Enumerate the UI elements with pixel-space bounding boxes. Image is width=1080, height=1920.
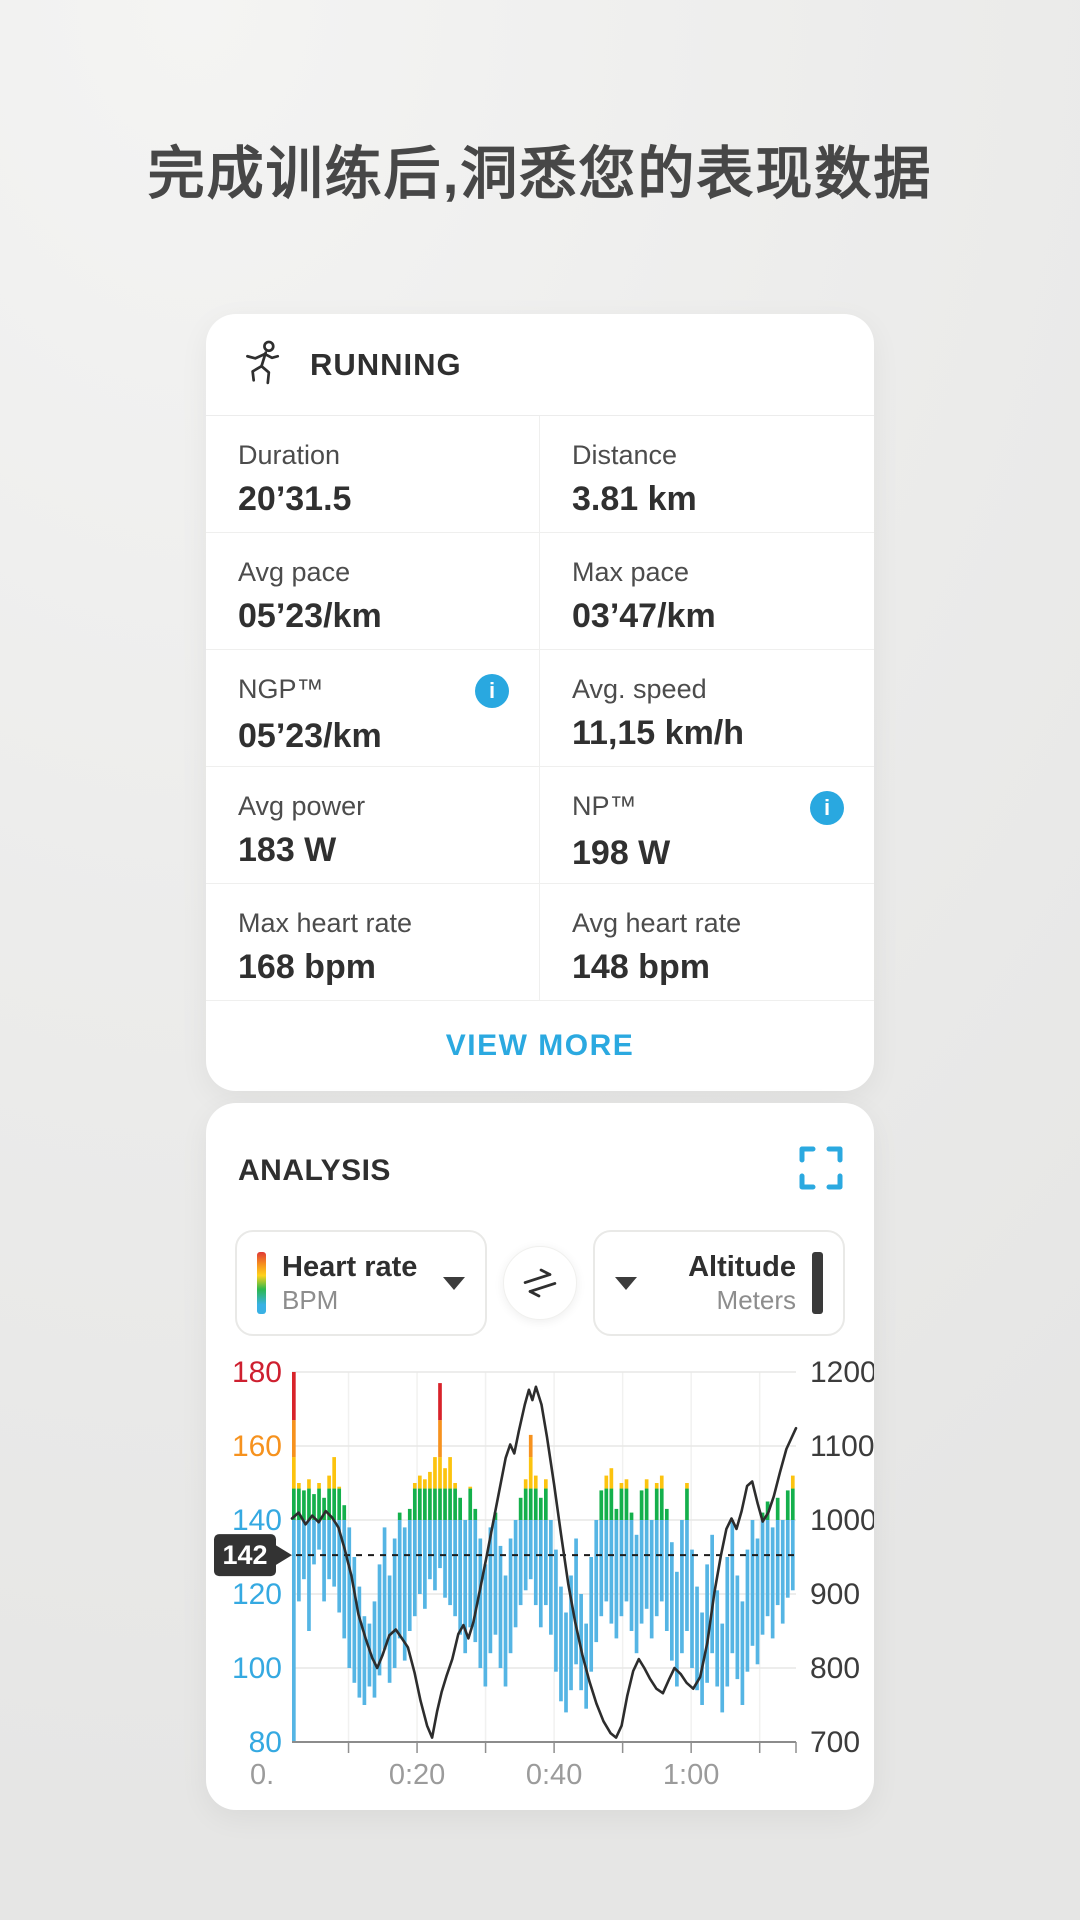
analysis-chart[interactable]: 142 180 160 140 120 100 80 1200 1100 1000 900 800 70… — [206, 1352, 874, 1804]
info-icon[interactable]: i — [810, 791, 844, 825]
series-selector-row: Heart rate BPM Altitude Meters — [206, 1230, 874, 1336]
svg-text:0:20: 0:20 — [389, 1759, 445, 1791]
analysis-title: ANALYSIS — [238, 1153, 391, 1187]
svg-text:700: 700 — [810, 1726, 860, 1759]
stat-cell-max-hr: Max heart rate 168 bpm — [206, 884, 540, 1001]
stat-cell-ngp: NGP™ i 05’23/km — [206, 650, 540, 767]
svg-text:142: 142 — [222, 1540, 267, 1570]
svg-text:1100: 1100 — [810, 1430, 874, 1463]
stat-cell-avg-speed: Avg. speed 11,15 km/h — [540, 650, 874, 767]
view-more-button[interactable]: VIEW MORE — [445, 1029, 635, 1062]
svg-text:1200: 1200 — [810, 1356, 874, 1389]
activity-name: RUNNING — [310, 346, 462, 382]
stat-cell-avg-power: Avg power 183 W — [206, 767, 540, 884]
svg-text:1000: 1000 — [810, 1504, 874, 1537]
svg-text:80: 80 — [249, 1726, 282, 1759]
svg-text:160: 160 — [232, 1430, 282, 1463]
chevron-down-icon — [443, 1276, 465, 1290]
svg-text:0.: 0. — [250, 1759, 274, 1791]
svg-text:100: 100 — [232, 1652, 282, 1685]
svg-text:900: 900 — [810, 1578, 860, 1611]
stat-cell-max-pace: Max pace 03’47/km — [540, 533, 874, 650]
svg-text:0:40: 0:40 — [526, 1759, 582, 1791]
stat-cell-avg-hr: Avg heart rate 148 bpm — [540, 884, 874, 1001]
svg-text:800: 800 — [810, 1652, 860, 1685]
analysis-card: ANALYSIS Heart rate BPM Altitude — [206, 1103, 874, 1810]
stat-cell-distance: Distance 3.81 km — [540, 416, 874, 533]
svg-text:120: 120 — [232, 1578, 282, 1611]
stats-grid: Duration 20’31.5 Distance 3.81 km Avg pa… — [206, 416, 874, 1001]
swap-arrows-icon — [523, 1268, 557, 1298]
stat-cell-avg-pace: Avg pace 05’23/km — [206, 533, 540, 650]
stat-cell-np: NP™ i 198 W — [540, 767, 874, 884]
hr-zone-gradient-bar — [257, 1252, 266, 1314]
stat-cell-duration: Duration 20’31.5 — [206, 416, 540, 533]
swap-series-button[interactable] — [503, 1246, 577, 1320]
workout-header: RUNNING — [206, 314, 874, 416]
runner-icon — [238, 339, 284, 390]
svg-text:1:00: 1:00 — [663, 1759, 719, 1791]
page-title: 完成训练后,洞悉您的表现数据 — [147, 142, 933, 206]
left-series-selector[interactable]: Heart rate BPM — [235, 1230, 487, 1336]
svg-text:140: 140 — [232, 1504, 282, 1537]
altitude-color-bar — [812, 1252, 823, 1314]
chevron-down-icon — [615, 1276, 637, 1290]
workout-summary-card: RUNNING Duration 20’31.5 Distance 3.81 k… — [206, 314, 874, 1091]
right-series-selector[interactable]: Altitude Meters — [593, 1230, 845, 1336]
info-icon[interactable]: i — [475, 674, 509, 708]
svg-text:180: 180 — [232, 1356, 282, 1389]
expand-icon[interactable] — [798, 1145, 844, 1196]
